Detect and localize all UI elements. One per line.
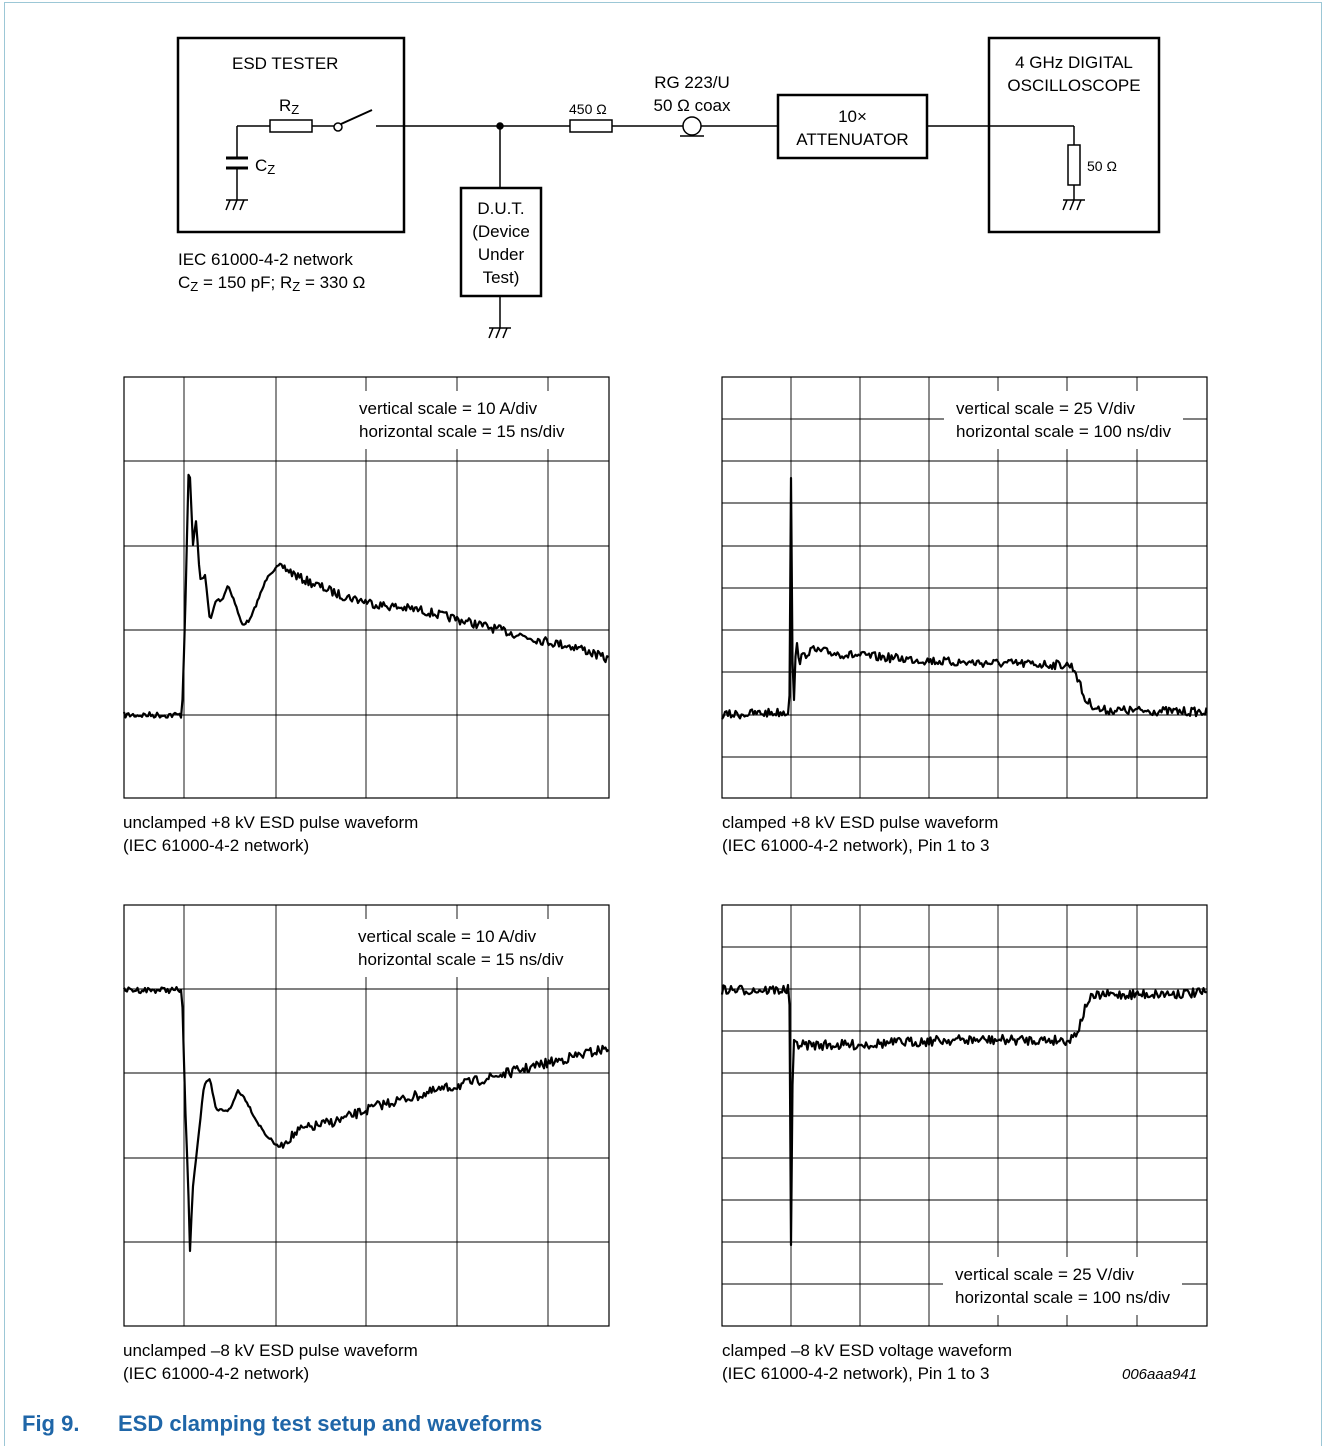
resistor-450 (569, 119, 613, 133)
ground-symbol-tester (225, 199, 248, 211)
rz-label: RZ (279, 94, 299, 117)
figure-title-text: ESD clamping test setup and waveforms (118, 1411, 543, 1436)
cz-label: CZ (255, 154, 275, 177)
switch-contact (333, 122, 343, 132)
trace-clamped-negative (720, 983, 1207, 1247)
scope-panel-clamped-negative-frame (721, 904, 1208, 1327)
scale-box-1: vertical scale = 10 A/div horizontal scal… (347, 391, 577, 449)
page-frame (4, 2, 1322, 1446)
rz-subscript: Z (291, 102, 300, 117)
attenuator-label: 10× ATTENUATOR (796, 107, 909, 149)
figure-title: Fig 9. ESD clamping test setup and wavefo… (22, 1411, 542, 1437)
dut-box (459, 186, 543, 298)
scale-box-2: vertical scale = 25 V/div horizontal scal… (944, 391, 1183, 449)
panel-caption-1: unclamped +8 kV ESD pulse waveform (IEC 6… (123, 813, 419, 855)
coax-label: RG 223/U 50 Ω coax (653, 73, 731, 115)
cz-symbol: C (255, 156, 268, 175)
trace-clamped-positive (721, 476, 1208, 720)
trace-unclamped-positive (122, 473, 610, 719)
switch-arm (340, 109, 373, 125)
scale-box-4: vertical scale = 25 V/div horizontal scal… (943, 1257, 1182, 1315)
network-caption-line2: CZ = 150 pF; RZ = 330 Ω (178, 273, 366, 294)
figure-number: Fig 9. (22, 1411, 80, 1436)
network-caption: IEC 61000-4-2 network CZ = 150 pF; RZ = … (178, 248, 365, 294)
ground-symbol-scope (1062, 199, 1085, 211)
oscilloscope-box (987, 36, 1161, 234)
ground-symbol-dut (488, 327, 511, 339)
esd-tester-title: ESD TESTER (232, 54, 339, 73)
figure-reference: 006aaa941 (1122, 1366, 1198, 1383)
dut-label: D.U.T. (Device Under Test) (472, 199, 530, 287)
esd-tester-box (176, 36, 406, 234)
scale-box-3: vertical scale = 10 A/div horizontal scal… (346, 919, 576, 977)
trace-unclamped-negative (123, 986, 610, 1253)
scope-load-label: 50 Ω (1087, 158, 1117, 174)
panel-caption-4: clamped –8 kV ESD voltage waveform (IEC 6… (722, 1341, 1013, 1383)
scope-panel-unclamped-negative-frame (123, 904, 610, 1327)
cz-subscript: Z (267, 162, 276, 177)
panel-caption-3: unclamped –8 kV ESD pulse waveform (IEC 6… (123, 1341, 418, 1383)
rz-symbol: R (279, 96, 292, 115)
oscilloscope-label: 4 GHz DIGITAL OSCILLOSCOPE (1007, 53, 1141, 95)
scope-panel-clamped-positive-frame (721, 376, 1208, 799)
resistor-450-label: 450 Ω (569, 101, 607, 117)
scope-panel-unclamped-positive-frame (123, 376, 610, 799)
network-caption-line1: IEC 61000-4-2 network (178, 250, 353, 269)
coax-symbol (682, 116, 702, 136)
panel-caption-2: clamped +8 kV ESD pulse waveform (IEC 610… (722, 813, 999, 855)
